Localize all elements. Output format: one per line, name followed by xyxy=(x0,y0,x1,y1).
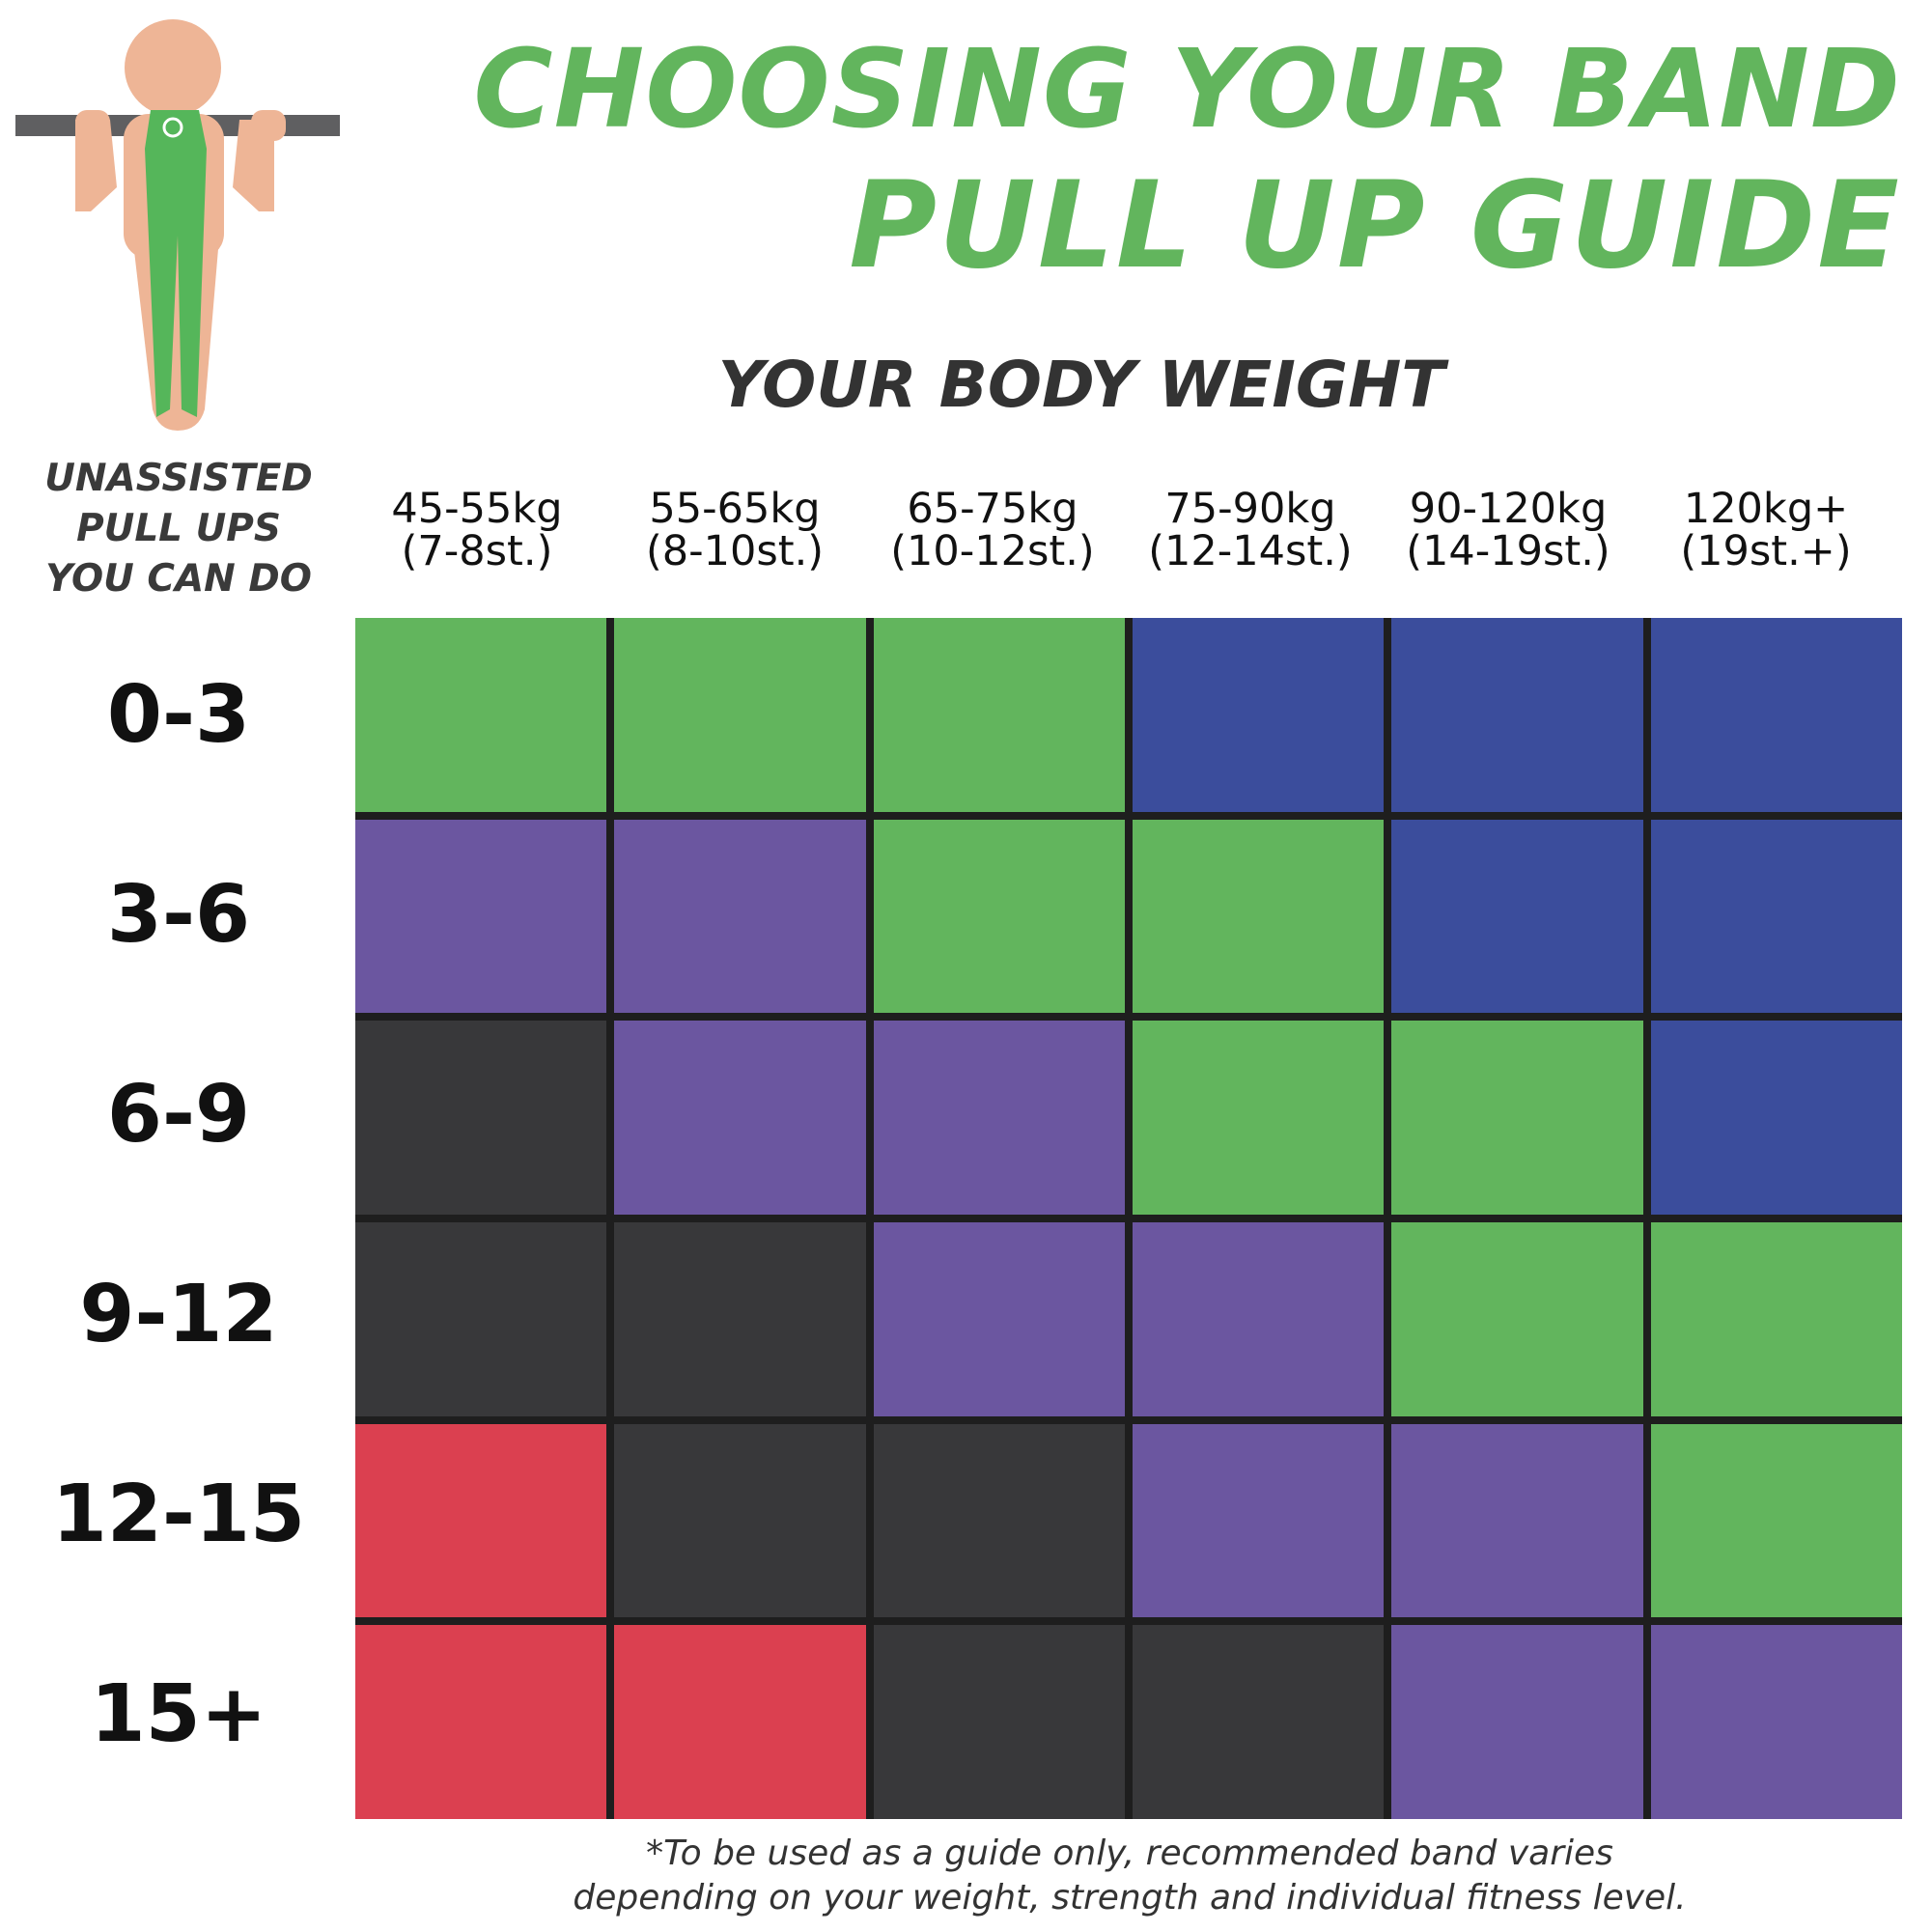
column-header-75-90kg: 75-90kg (12-14st.) xyxy=(1120,488,1381,573)
column-header-st: (14-19st.) xyxy=(1406,527,1610,575)
row-axis-title-line: UNASSISTED xyxy=(44,457,313,500)
band-cell-purple xyxy=(1133,1222,1385,1416)
column-header-90-120kg: 90-120kg (14-19st.) xyxy=(1378,488,1638,573)
band-logo-icon xyxy=(162,117,183,138)
row-axis-title-line: YOU CAN DO xyxy=(45,557,312,601)
column-header-kg: 45-55kg xyxy=(391,485,563,533)
column-header-kg: 120kg+ xyxy=(1683,485,1849,533)
band-cell-blue xyxy=(1650,618,1902,812)
band-cell-green xyxy=(1650,1423,1902,1618)
column-header-st: (10-12st.) xyxy=(890,527,1095,575)
band-cell-blue xyxy=(1650,819,1902,1014)
figure-right-arm xyxy=(233,120,274,211)
band-cell-purple xyxy=(1391,1423,1643,1618)
column-header-st: (19st.+) xyxy=(1680,527,1852,575)
band-cell-blue xyxy=(1650,1021,1902,1215)
row-axis-title: UNASSISTED PULL UPS YOU CAN DO xyxy=(19,454,338,604)
row-label-9-12: 9-12 xyxy=(79,1269,278,1360)
column-header-65-75kg: 65-75kg (10-12st.) xyxy=(862,488,1123,573)
band-cell-black xyxy=(873,1423,1125,1618)
pull-up-figure-illustration xyxy=(15,19,340,431)
column-header-kg: 90-120kg xyxy=(1409,485,1608,533)
band-cell-green xyxy=(1133,819,1385,1014)
figure-left-arm xyxy=(75,120,117,211)
page-title-line-1: CHOOSING YOUR BAND xyxy=(473,27,1901,153)
band-cell-purple xyxy=(614,819,866,1014)
column-header-55-65kg: 55-65kg (8-10st.) xyxy=(604,488,865,573)
figure-left-hand xyxy=(75,110,110,141)
band-cell-green xyxy=(1133,1021,1385,1215)
band-cell-green xyxy=(1391,1021,1643,1215)
band-cell-purple xyxy=(1133,1423,1385,1618)
band-cell-green xyxy=(873,819,1125,1014)
page-title-line-2: PULL UP GUIDE xyxy=(849,156,1901,295)
column-header-kg: 75-90kg xyxy=(1164,485,1336,533)
band-cell-purple xyxy=(873,1222,1125,1416)
resistance-band xyxy=(145,110,207,417)
figure-head xyxy=(125,19,221,116)
band-cell-purple xyxy=(614,1021,866,1215)
row-label-12-15: 12-15 xyxy=(51,1469,306,1560)
band-cell-purple xyxy=(873,1021,1125,1215)
band-cell-green xyxy=(1391,1222,1643,1416)
band-cell-blue xyxy=(1391,819,1643,1014)
band-cell-green xyxy=(614,618,866,812)
band-cell-black xyxy=(355,1222,607,1416)
row-axis-title-line: PULL UPS xyxy=(76,507,281,550)
row-label-3-6: 3-6 xyxy=(106,869,251,961)
band-cell-black xyxy=(873,1625,1125,1819)
band-heatmap-grid xyxy=(355,618,1902,1819)
band-cell-purple xyxy=(355,819,607,1014)
band-cell-red xyxy=(355,1423,607,1618)
band-cell-green xyxy=(355,618,607,812)
band-cell-red xyxy=(614,1625,866,1819)
band-cell-red xyxy=(355,1625,607,1819)
row-label-15-plus: 15+ xyxy=(90,1668,267,1760)
row-label-0-3: 0-3 xyxy=(106,669,251,761)
band-cell-black xyxy=(1133,1625,1385,1819)
footnote-line: *To be used as a guide only, recommended… xyxy=(646,1834,1613,1873)
band-cell-black xyxy=(614,1423,866,1618)
column-header-kg: 55-65kg xyxy=(649,485,821,533)
column-header-120kg-plus: 120kg+ (19st.+) xyxy=(1636,488,1896,573)
band-cell-blue xyxy=(1133,618,1385,812)
column-header-kg: 65-75kg xyxy=(907,485,1078,533)
band-cell-purple xyxy=(1650,1625,1902,1819)
band-cell-blue xyxy=(1391,618,1643,812)
footnote-line: depending on your weight, strength and i… xyxy=(573,1878,1687,1918)
footnote: *To be used as a guide only, recommended… xyxy=(357,1832,1902,1920)
band-cell-green xyxy=(873,618,1125,812)
figure-right-hand xyxy=(251,110,286,141)
column-header-st: (7-8st.) xyxy=(401,527,553,575)
column-header-st: (8-10st.) xyxy=(645,527,825,575)
band-cell-black xyxy=(355,1021,607,1215)
chart-title: YOUR BODY WEIGHT xyxy=(717,348,1445,422)
band-cell-green xyxy=(1650,1222,1902,1416)
band-cell-purple xyxy=(1391,1625,1643,1819)
row-label-6-9: 6-9 xyxy=(106,1069,251,1161)
column-header-st: (12-14st.) xyxy=(1148,527,1353,575)
band-cell-black xyxy=(614,1222,866,1416)
column-header-45-55kg: 45-55kg (7-8st.) xyxy=(347,488,607,573)
